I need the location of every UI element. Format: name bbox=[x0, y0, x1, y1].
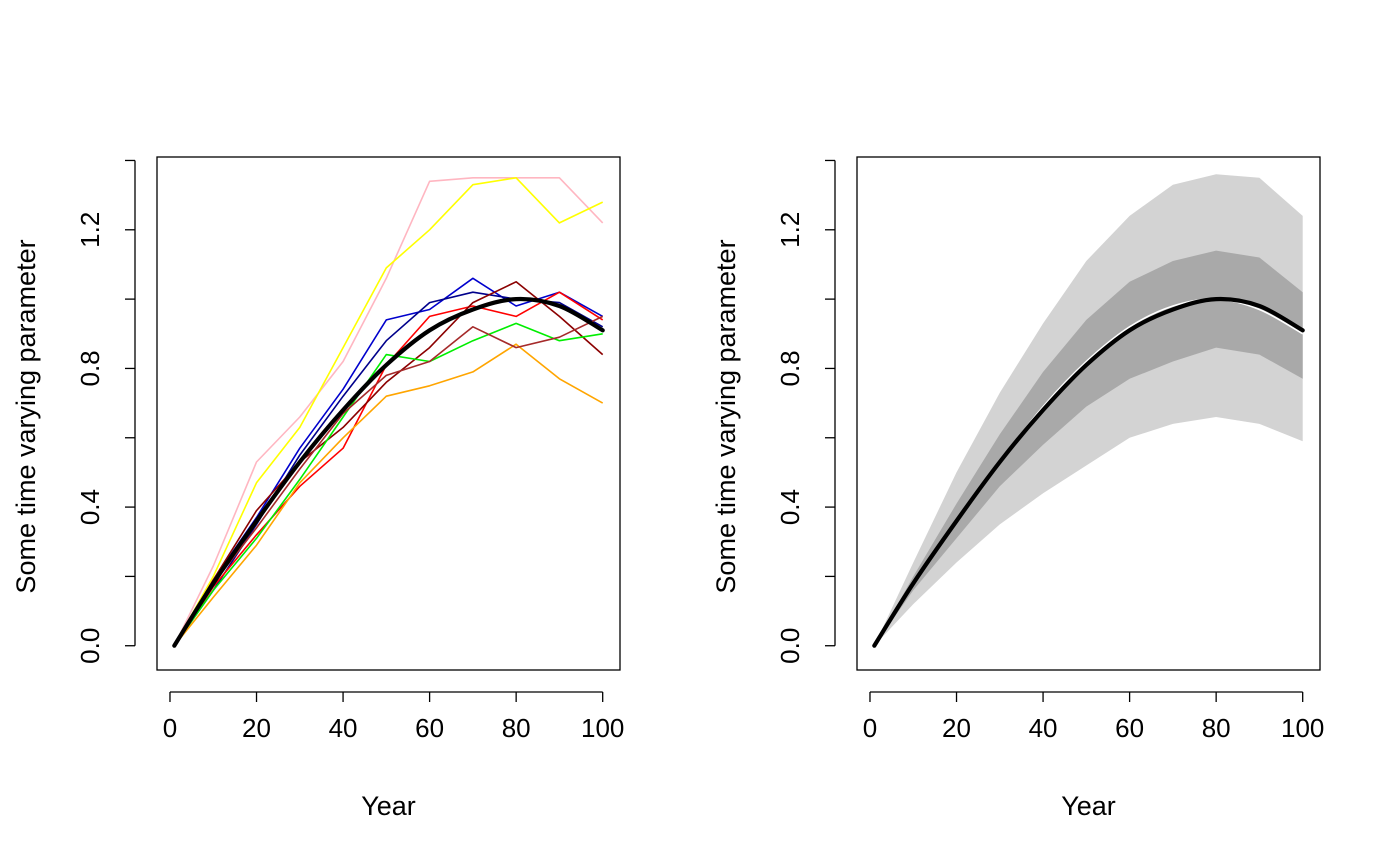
x-tick-label: 20 bbox=[942, 713, 971, 743]
x-tick-label: 60 bbox=[415, 713, 444, 743]
y-tick-label: 0.0 bbox=[775, 628, 805, 664]
x-tick-label: 80 bbox=[1202, 713, 1231, 743]
y-axis-label: Some time varying parameter bbox=[711, 239, 741, 593]
x-tick-label: 20 bbox=[242, 713, 271, 743]
y-tick-label: 0.4 bbox=[75, 489, 105, 525]
true-trend-layer bbox=[872, 296, 1305, 648]
x-tick-label: 40 bbox=[329, 713, 358, 743]
x-tick-label: 0 bbox=[163, 713, 177, 743]
x-axis: 0 20 40 60 80 100 bbox=[863, 691, 1324, 743]
trajectory-line-9 bbox=[173, 315, 604, 647]
uncertainty-bands bbox=[874, 174, 1303, 646]
true-trend-line bbox=[872, 296, 1305, 648]
plot-frame bbox=[856, 156, 1321, 671]
trajectory-line-6 bbox=[173, 281, 604, 647]
x-axis-label: Year bbox=[1061, 791, 1116, 821]
trajectory-line-1 bbox=[173, 177, 604, 647]
y-tick-label: 0.8 bbox=[75, 350, 105, 386]
y-tick-label: 0.0 bbox=[75, 628, 105, 664]
inner-uncertainty-band bbox=[874, 250, 1303, 646]
x-axis-label: Year bbox=[361, 791, 416, 821]
true-trend-line bbox=[172, 296, 605, 648]
trajectory-line-7 bbox=[173, 322, 603, 647]
x-tick-label: 80 bbox=[502, 713, 531, 743]
y-tick-label: 0.8 bbox=[775, 350, 805, 386]
right-panel-envelope: 0 20 40 60 80 100 0.0 0.4 0.8 1.2 Year Some time… bbox=[711, 156, 1324, 821]
y-tick-label: 1.2 bbox=[775, 212, 805, 248]
left-panel-trajectories: 0 20 40 60 80 100 0.0 0.4 0.8 1.2 Year Some time… bbox=[11, 156, 624, 821]
x-tick-label: 100 bbox=[581, 713, 624, 743]
true-trend-layer bbox=[172, 296, 605, 648]
x-tick-label: 100 bbox=[1281, 713, 1324, 743]
trajectory-line-2 bbox=[173, 177, 604, 647]
plot-frame bbox=[156, 156, 621, 671]
x-tick-label: 60 bbox=[1115, 713, 1144, 743]
trajectory-line-8 bbox=[173, 343, 604, 647]
x-tick-label: 0 bbox=[863, 713, 877, 743]
x-axis: 0 20 40 60 80 100 bbox=[163, 691, 624, 743]
x-tick-label: 40 bbox=[1029, 713, 1058, 743]
y-axis: 0.0 0.4 0.8 1.2 bbox=[775, 159, 836, 664]
y-tick-label: 0.4 bbox=[775, 489, 805, 525]
y-axis-label: Some time varying parameter bbox=[11, 239, 41, 593]
y-tick-label: 1.2 bbox=[75, 212, 105, 248]
y-axis: 0.0 0.4 0.8 1.2 bbox=[75, 159, 136, 664]
